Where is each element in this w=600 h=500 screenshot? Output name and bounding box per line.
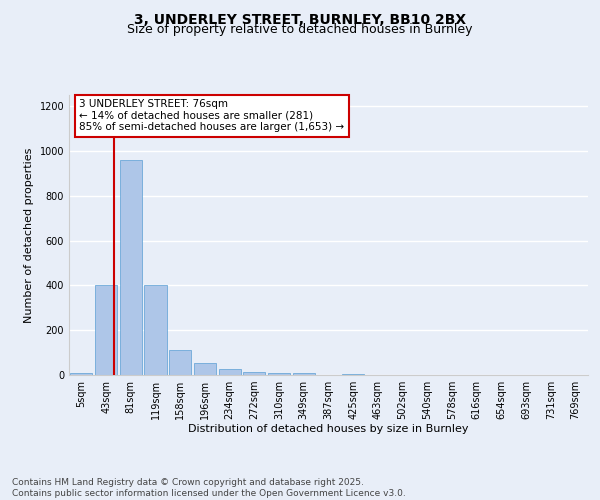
Bar [145,286,167,375]
Bar [95,286,117,375]
Bar [342,374,364,375]
Text: Size of property relative to detached houses in Burnley: Size of property relative to detached ho… [127,24,473,36]
Bar [268,373,290,375]
X-axis label: Distribution of detached houses by size in Burnley: Distribution of detached houses by size … [188,424,469,434]
Bar [293,373,315,375]
Y-axis label: Number of detached properties: Number of detached properties [24,148,34,322]
Bar [169,350,191,375]
Bar [194,362,216,375]
Text: 3, UNDERLEY STREET, BURNLEY, BB10 2BX: 3, UNDERLEY STREET, BURNLEY, BB10 2BX [134,12,466,26]
Text: Contains HM Land Registry data © Crown copyright and database right 2025.
Contai: Contains HM Land Registry data © Crown c… [12,478,406,498]
Bar [243,372,265,375]
Text: 3 UNDERLEY STREET: 76sqm
← 14% of detached houses are smaller (281)
85% of semi-: 3 UNDERLEY STREET: 76sqm ← 14% of detach… [79,99,344,132]
Bar [70,373,92,375]
Bar [119,160,142,375]
Bar [218,370,241,375]
